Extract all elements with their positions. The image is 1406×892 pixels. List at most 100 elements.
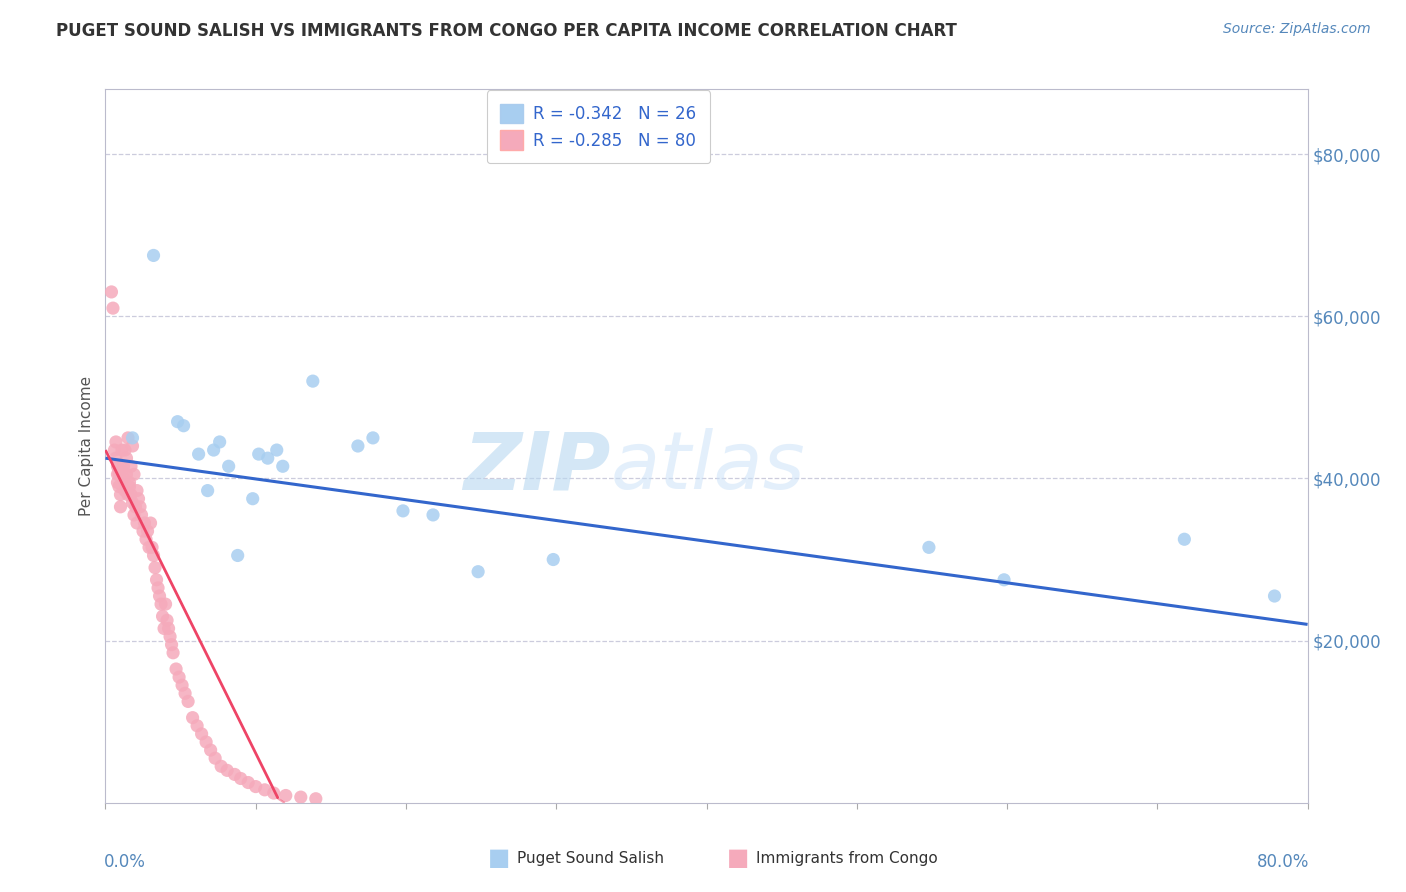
Point (142, 248, 165, 262)
Point (117, 431, 139, 445)
Text: Source: ZipAtlas.com: Source: ZipAtlas.com (1223, 22, 1371, 37)
Point (142, 549, 165, 563)
Point (107, 459, 129, 474)
Point (128, 491, 150, 506)
Point (134, 516, 156, 530)
Point (111, 443, 134, 458)
Text: 80.0%: 80.0% (1257, 853, 1309, 871)
Text: Puget Sound Salish: Puget Sound Salish (517, 851, 665, 865)
Text: ■: ■ (727, 847, 749, 870)
Text: Immigrants from Congo: Immigrants from Congo (756, 851, 938, 865)
Point (173, 418, 195, 433)
Point (148, 589, 170, 603)
Point (125, 483, 148, 498)
Point (155, 597, 177, 611)
Point (208, 434, 231, 449)
Point (238, 775, 260, 789)
Point (209, 759, 232, 773)
Point (993, 573, 1015, 587)
Point (290, 790, 312, 805)
Point (271, 459, 294, 474)
Point (124, 500, 146, 514)
Point (111, 463, 134, 477)
Point (132, 524, 155, 538)
Point (104, 451, 127, 466)
Point (117, 488, 139, 502)
Point (150, 597, 173, 611)
Point (347, 439, 370, 453)
Text: PUGET SOUND SALISH VS IMMIGRANTS FROM CONGO PER CAPITA INCOME CORRELATION CHART: PUGET SOUND SALISH VS IMMIGRANTS FROM CO… (56, 22, 957, 40)
Point (1263, 589, 1285, 603)
Text: ZIP: ZIP (463, 428, 610, 507)
Y-axis label: Per Capita Income: Per Capita Income (79, 376, 94, 516)
Point (159, 630, 181, 644)
Point (141, 541, 163, 555)
Point (121, 496, 143, 510)
Legend: R = -0.342   N = 26, R = -0.285   N = 80: R = -0.342 N = 26, R = -0.285 N = 80 (486, 90, 710, 163)
Text: 0.0%: 0.0% (104, 853, 146, 871)
Point (422, 508, 444, 522)
Point (172, 678, 194, 692)
Point (115, 451, 138, 466)
Point (162, 646, 184, 660)
Point (177, 694, 200, 708)
Point (115, 467, 138, 482)
Point (165, 662, 187, 676)
Point (229, 772, 252, 786)
Point (247, 447, 270, 461)
Point (301, 374, 323, 388)
Point (392, 504, 415, 518)
Point (114, 443, 136, 458)
Point (918, 541, 941, 555)
Point (226, 549, 249, 563)
Point (218, 459, 240, 474)
Point (122, 467, 145, 482)
Point (136, 524, 159, 538)
Point (361, 431, 384, 445)
Point (266, 443, 288, 458)
Text: ■: ■ (488, 847, 510, 870)
Point (157, 622, 180, 636)
Point (100, 285, 122, 299)
Point (156, 613, 179, 627)
Point (197, 483, 219, 498)
Point (224, 767, 246, 781)
Point (1173, 533, 1195, 547)
Point (467, 565, 489, 579)
Point (118, 475, 141, 490)
Point (121, 431, 143, 445)
Text: atlas: atlas (610, 428, 806, 507)
Point (263, 786, 285, 800)
Point (143, 560, 166, 574)
Point (107, 467, 129, 482)
Point (190, 727, 212, 741)
Point (160, 638, 183, 652)
Point (217, 764, 239, 778)
Point (253, 782, 276, 797)
Point (108, 479, 131, 493)
Point (107, 475, 129, 490)
Point (274, 789, 297, 803)
Point (108, 467, 131, 482)
Point (245, 780, 267, 794)
Point (187, 447, 209, 461)
Point (103, 443, 125, 458)
Point (121, 439, 143, 453)
Point (145, 573, 167, 587)
Point (242, 491, 264, 506)
Point (181, 711, 204, 725)
Point (129, 500, 152, 514)
Point (256, 451, 278, 466)
Point (186, 719, 208, 733)
Point (204, 751, 226, 765)
Point (135, 533, 157, 547)
Point (125, 516, 148, 530)
Point (120, 488, 142, 502)
Point (541, 552, 564, 566)
Point (101, 301, 124, 315)
Point (139, 516, 162, 530)
Point (146, 581, 169, 595)
Point (138, 541, 160, 555)
Point (110, 500, 132, 514)
Point (131, 508, 153, 522)
